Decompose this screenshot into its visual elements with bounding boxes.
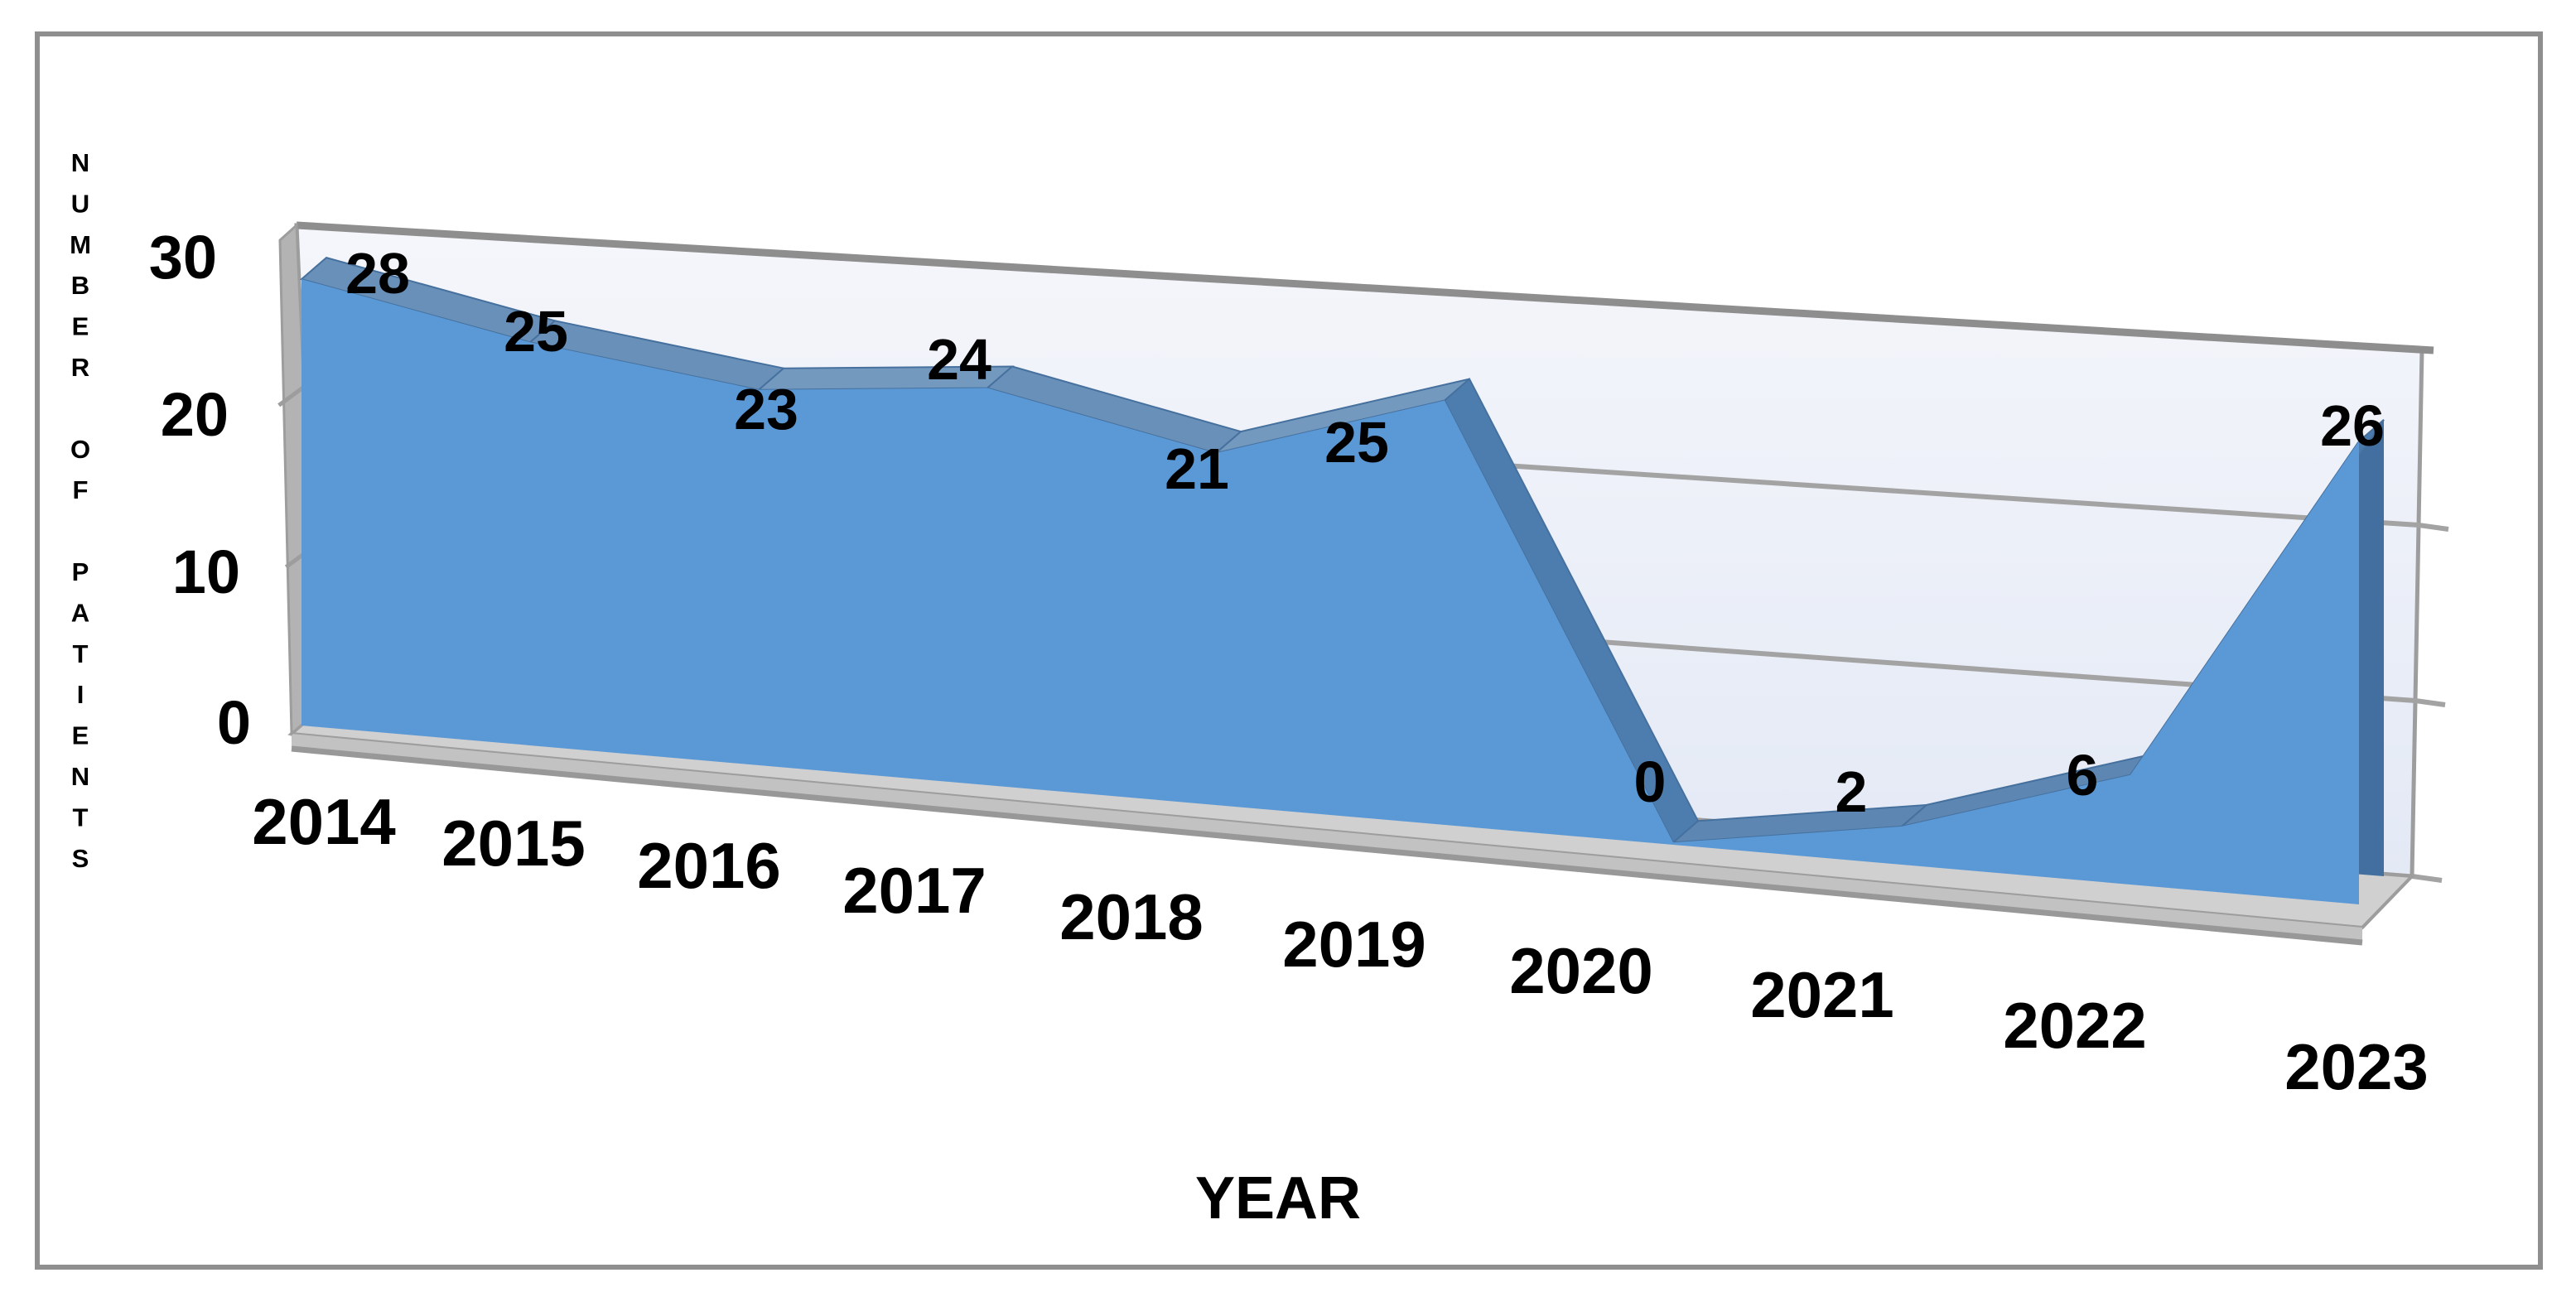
data-label: 25: [1324, 410, 1389, 475]
x-tick-label: 2017: [842, 854, 987, 927]
y-axis-title-letter: S: [72, 844, 89, 873]
data-label: 28: [345, 241, 410, 306]
data-label: 2: [1836, 759, 1868, 824]
y-axis-title-letter: N: [71, 148, 89, 177]
data-label: 0: [1634, 750, 1667, 814]
y-axis-title-letter: E: [72, 721, 89, 750]
data-label: 6: [2067, 743, 2099, 808]
data-label: 23: [734, 377, 798, 441]
floor-front-face: [292, 734, 2362, 942]
data-label: 24: [927, 327, 991, 392]
x-tick-label: 2014: [252, 785, 396, 858]
x-tick-label: 2016: [637, 829, 781, 902]
y-axis-title-letter: R: [71, 353, 89, 382]
x-tick-label: 2021: [1750, 958, 1894, 1031]
right-axis-tick: [2414, 698, 2446, 707]
y-axis-title-letter: P: [72, 557, 89, 586]
x-tick-label: 2023: [2284, 1030, 2429, 1103]
right-axis-tick: [2411, 874, 2443, 883]
right-axis-tick: [2418, 523, 2449, 532]
x-tick-label: 2022: [2003, 989, 2147, 1062]
y-tick-label: 20: [161, 380, 229, 449]
y-axis-title-letter: N: [71, 762, 89, 791]
x-tick-label: 2020: [1509, 934, 1653, 1007]
y-axis-title-letter: O: [70, 435, 90, 464]
x-tick-label: 2019: [1282, 908, 1426, 981]
y-axis-title-letter: T: [73, 639, 89, 668]
y-axis-title-letter: T: [73, 803, 89, 832]
floor-front-edge: [291, 745, 2363, 946]
area-series-front: [301, 279, 2359, 905]
data-label: 21: [1165, 436, 1229, 501]
left-wall-tick: [277, 385, 306, 407]
x-tick-label: 2015: [441, 807, 586, 880]
y-axis-title-letter: I: [77, 680, 84, 709]
y-tick-label: 30: [149, 223, 217, 292]
y-axis-title-letter: E: [72, 312, 89, 341]
outer-border: [35, 31, 2543, 1270]
wall-top-edge: [296, 221, 2434, 354]
y-axis-title-letter: U: [71, 189, 89, 218]
y-axis-ticks: 30 20 10 0: [149, 223, 251, 757]
x-tick-label: 2018: [1059, 880, 1204, 953]
data-label: 26: [2320, 393, 2385, 458]
x-axis-ticks: 2014 2015 2016 2017 2018 2019 2020 2021 2022 2023: [252, 785, 2429, 1103]
data-label: 25: [504, 299, 568, 364]
y-tick-label: 0: [217, 688, 251, 757]
y-axis-title-letter: M: [70, 230, 91, 259]
y-tick-label: 10: [172, 538, 240, 606]
y-axis-title-letter: B: [71, 271, 89, 300]
y-axis-title-letter: F: [73, 475, 89, 504]
x-axis-title: YEAR: [1195, 1165, 1361, 1232]
y-axis-title-letter: A: [71, 598, 89, 627]
